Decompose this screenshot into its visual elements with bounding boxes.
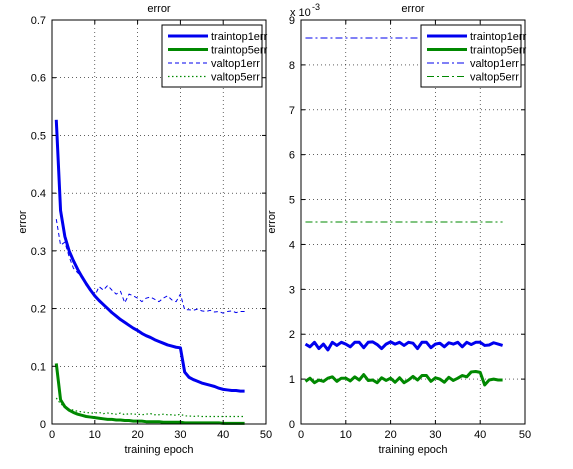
y-tick-label: 2 — [289, 329, 295, 341]
plot-title: error — [147, 3, 171, 15]
y-tick-label: 0.7 — [31, 15, 46, 27]
y-tick-label: 0.2 — [31, 304, 46, 316]
series-line-valtop5err — [55, 397, 245, 418]
y-tick-label: 0.3 — [31, 246, 46, 258]
x-tick-label: 0 — [49, 429, 55, 441]
y-tick-label: 5 — [289, 195, 295, 207]
y-tick-label: 0 — [40, 419, 46, 431]
x-axis-label: training epoch — [378, 444, 447, 456]
x-tick-label: 50 — [519, 429, 531, 441]
right-plot-exponent-base: x 10 — [290, 7, 311, 19]
y-tick-label: 1 — [289, 374, 295, 386]
right-error-plot: 0 10 20 30 40 50 0 1 2 3 4 5 6 7 8 9 error training epoch… — [266, 3, 531, 456]
y-tick-label: 0 — [289, 419, 295, 431]
x-tick-label: 10 — [340, 429, 352, 441]
series-line-traintop5err — [54, 363, 245, 425]
y-tick-label: 4 — [289, 239, 295, 251]
legend-label-traintop5err: traintop5err — [470, 45, 527, 57]
legend-label-valtop5err: valtop5err — [470, 72, 519, 84]
x-tick-label: 20 — [131, 429, 143, 441]
x-tick-label: 30 — [429, 429, 441, 441]
y-tick-label: 3 — [289, 284, 295, 296]
legend-label-valtop1err: valtop1err — [211, 58, 260, 70]
series-line-traintop1err — [54, 119, 245, 393]
y-tick-label: 8 — [289, 60, 295, 72]
legend-label-traintop5err: traintop5err — [211, 45, 268, 57]
y-tick-label: 9 — [289, 15, 295, 27]
right-plot-exponent-power: -3 — [312, 2, 320, 12]
legend-label-traintop1err: traintop1err — [470, 31, 527, 43]
y-axis-label: error — [17, 210, 29, 234]
y-tick-label: 0.1 — [31, 361, 46, 373]
x-tick-label: 40 — [474, 429, 486, 441]
legend-label-traintop1err: traintop1err — [211, 31, 268, 43]
x-tick-label: 20 — [384, 429, 396, 441]
x-axis-label: training epoch — [124, 444, 193, 456]
y-tick-label: 6 — [289, 150, 295, 162]
axes-frame — [51, 19, 267, 425]
plot-title: error — [401, 3, 425, 15]
x-tick-label: 0 — [298, 429, 304, 441]
x-tick-label: 30 — [174, 429, 186, 441]
x-tick-label: 10 — [89, 429, 101, 441]
x-tick-label: 40 — [217, 429, 229, 441]
y-tick-label: 7 — [289, 105, 295, 117]
series-line-traintop5err — [304, 369, 503, 387]
axes-frame — [300, 19, 526, 425]
y-tick-label: 0.4 — [31, 188, 46, 200]
left-error-plot: 0 10 20 30 40 50 0 0.1 0.2 0.3 0.4 0.5 0.6 0.7 error tr… — [17, 3, 272, 456]
y-tick-label: 0.5 — [31, 130, 46, 142]
y-axis-label: error — [266, 210, 278, 234]
series-line-traintop1err — [304, 340, 504, 352]
x-tick-label: 50 — [260, 429, 272, 441]
legend-label-valtop1err: valtop1err — [470, 58, 519, 70]
legend-label-valtop5err: valtop5err — [211, 72, 260, 84]
y-tick-label: 0.6 — [31, 73, 46, 85]
